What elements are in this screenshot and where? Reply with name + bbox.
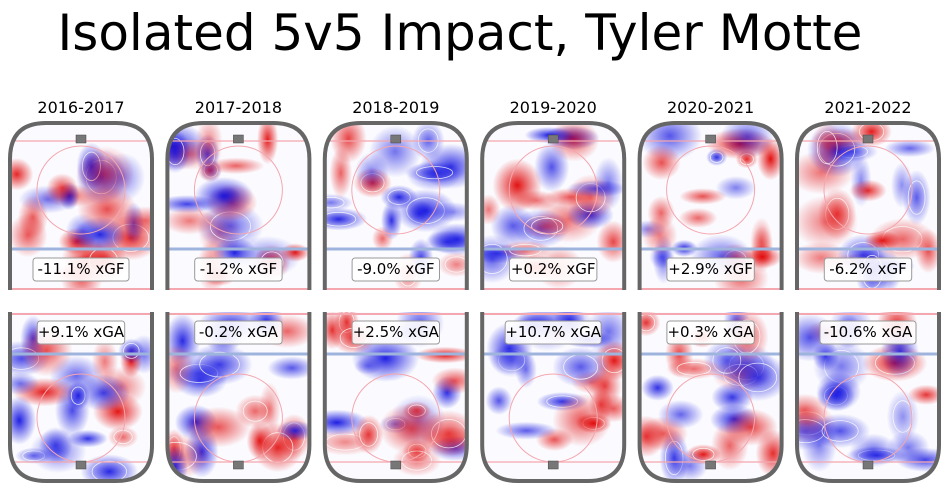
xga-label-1: -0.2% xGA — [199, 323, 279, 341]
xgf-label-box-4 — [666, 257, 755, 282]
xga-rink-boards-5 — [795, 312, 941, 483]
xga-label-4: +0.3% xGA — [667, 323, 754, 341]
xgf-label-5: -6.2% xGF — [829, 260, 906, 278]
xgf-rink-boards-5 — [795, 121, 941, 290]
xga-label-box-2 — [351, 320, 441, 345]
xga-rink-boards-3 — [480, 312, 627, 483]
xga-rink-boards-1 — [165, 312, 312, 483]
xga-rink-boards-0 — [8, 312, 154, 483]
xgf-label-box-2 — [351, 257, 441, 282]
xgf-label-3: +0.2% xGF — [511, 260, 596, 278]
xga-label-box-0 — [36, 320, 126, 345]
season-label-4: 2020-2021 — [666, 98, 755, 117]
xga-rink-boards-4 — [637, 312, 784, 483]
xgf-heatmap-2 — [324, 123, 467, 290]
season-label-0: 2016-2017 — [37, 98, 125, 117]
xgf-heatmap-0 — [10, 123, 152, 290]
season-label-5: 2021-2022 — [824, 98, 912, 117]
xgf-label-0: -11.1% xGF — [38, 260, 125, 278]
xgf-heatmap-1 — [167, 123, 310, 290]
xgf-rink-boards-4 — [637, 121, 784, 290]
xga-label-box-5 — [819, 320, 917, 345]
xga-label-2: +2.5% xGA — [353, 323, 440, 341]
season-label-2: 2018-2019 — [352, 98, 440, 117]
xgf-label-4: +2.9% xGF — [668, 260, 753, 278]
xgf-rink-boards-0 — [8, 121, 154, 290]
xga-rink-boards-2 — [322, 312, 469, 483]
xgf-rink-boards-1 — [165, 121, 312, 290]
xga-label-0: +9.1% xGA — [38, 323, 125, 341]
xga-label-5: -10.6% xGA — [824, 323, 913, 341]
xga-label-box-1 — [194, 320, 283, 345]
xgf-label-box-0 — [32, 257, 130, 282]
xgf-label-box-1 — [194, 257, 283, 282]
xgf-rink-boards-3 — [480, 121, 627, 290]
season-label-1: 2017-2018 — [194, 98, 282, 117]
xgf-label-1: -1.2% xGF — [200, 260, 277, 278]
season-label-3: 2019-2020 — [509, 98, 597, 117]
xga-label-box-4 — [666, 320, 755, 345]
xgf-label-2: -9.0% xGF — [357, 260, 434, 278]
xgf-label-box-3 — [509, 257, 598, 282]
chart-title: Isolated 5v5 Impact, Tyler Motte — [57, 4, 863, 62]
xga-label-3: +10.7% xGA — [505, 323, 601, 341]
xgf-rink-boards-2 — [322, 121, 469, 290]
xgf-label-box-5 — [823, 257, 913, 282]
xga-label-box-3 — [504, 320, 602, 345]
